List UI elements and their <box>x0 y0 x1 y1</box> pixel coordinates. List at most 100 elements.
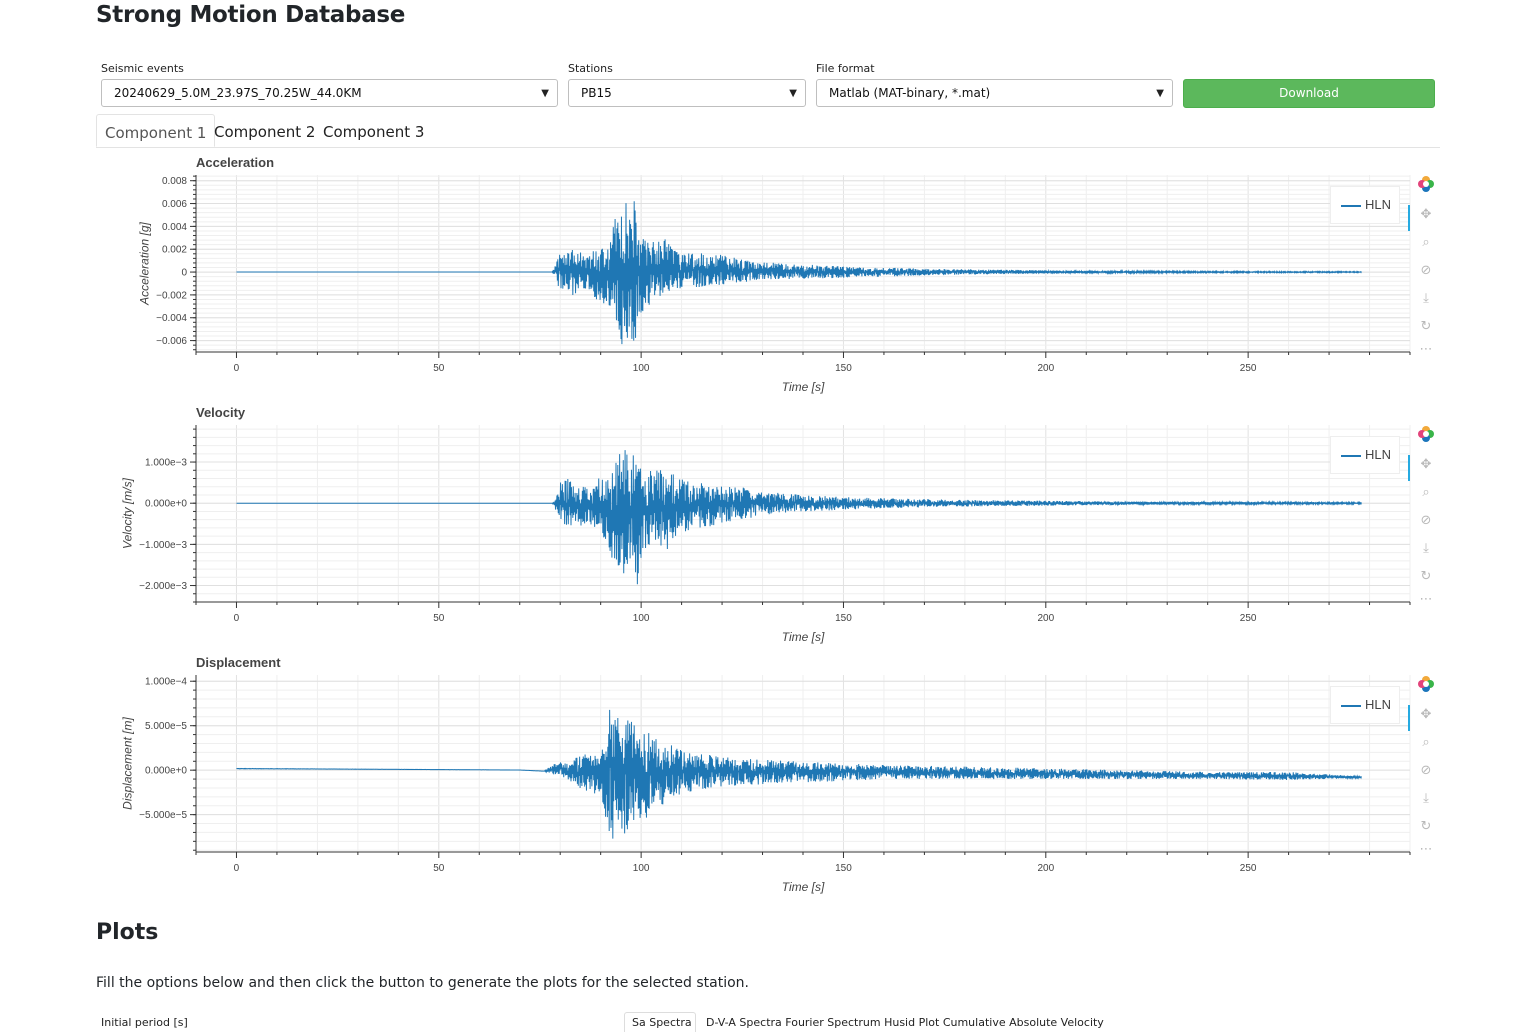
y-tick-label: −0.002 <box>156 290 187 301</box>
x-tick-label: 50 <box>433 363 445 374</box>
tab-component-3[interactable]: Component 3 <box>323 123 425 141</box>
plots-section-description: Fill the options below and then click th… <box>96 975 750 991</box>
y-tick-label: 0.000e+0 <box>145 499 187 510</box>
y-tick-label: 0.008 <box>162 176 187 187</box>
series-line-hln <box>236 709 1362 839</box>
x-tick-label: 200 <box>1037 613 1054 624</box>
x-tick-label: 250 <box>1240 613 1257 624</box>
pan-icon[interactable]: ✥ <box>1408 703 1441 731</box>
y-tick-label: 5.000e−5 <box>145 721 187 732</box>
series-line-hln <box>236 201 1362 345</box>
bokeh-logo-icon[interactable] <box>1411 174 1441 198</box>
velocity-chart[interactable]: 0 50 100 150 200 250 1.000e−3 0.000e+0 −1.000e−3… <box>96 422 1416 648</box>
legend-label: HLN <box>1365 197 1392 212</box>
chart-legend: HLN <box>1330 186 1400 224</box>
grid <box>195 425 1411 603</box>
seismic-events-value: 20240629_5.0M_23.97S_70.25W_44.0KM <box>114 86 362 100</box>
y-tick-label: −1.000e−3 <box>139 540 187 551</box>
grid <box>195 175 1411 352</box>
wheel-zoom-icon[interactable]: ⊘ <box>1420 263 1432 278</box>
seismic-events-label: Seismic events <box>101 62 184 75</box>
plot-tabs-row: D-V-A Spectra Fourier Spectrum Husid Plo… <box>706 1016 1104 1029</box>
x-tick-label: 100 <box>633 863 650 874</box>
bokeh-logo-icon[interactable] <box>1411 424 1441 448</box>
tab-component-2[interactable]: Component 2 <box>214 123 316 141</box>
file-format-value: Matlab (MAT-binary, *.mat) <box>829 86 991 100</box>
x-axis-label: Time [s] <box>782 630 825 644</box>
box-zoom-icon[interactable]: ⌕ <box>1422 485 1430 500</box>
plot-title-acceleration: Acceleration <box>196 155 275 170</box>
x-tick-label: 0 <box>234 613 240 624</box>
x-tick-label: 250 <box>1240 363 1257 374</box>
x-tick-label: 0 <box>234 863 240 874</box>
reset-icon[interactable]: ↻ <box>1420 319 1432 334</box>
chart-legend: HLN <box>1330 686 1400 724</box>
page-title: Strong Motion Database <box>96 2 406 28</box>
stations-label: Stations <box>568 62 613 75</box>
more-icon[interactable]: ⋯ <box>1419 342 1433 357</box>
tab-component-1[interactable]: Component 1 <box>96 114 216 147</box>
stations-value: PB15 <box>581 86 612 100</box>
bokeh-logo-icon[interactable] <box>1411 674 1441 698</box>
x-tick-label: 100 <box>633 363 650 374</box>
save-icon[interactable]: ⤓ <box>1423 791 1429 806</box>
acceleration-chart[interactable]: 0 50 100 150 200 250 0.008 0.006 0.004 0.002 0 −0.0… <box>96 172 1416 398</box>
y-tick-label: 0.000e+0 <box>145 766 187 777</box>
y-tick-label: −0.006 <box>156 336 187 347</box>
x-tick-label: 250 <box>1240 863 1257 874</box>
seismic-events-select[interactable]: 20240629_5.0M_23.97S_70.25W_44.0KM ▼ <box>101 79 558 107</box>
legend-swatch <box>1341 705 1361 707</box>
save-icon[interactable]: ⤓ <box>1423 541 1429 556</box>
legend-label: HLN <box>1365 697 1392 712</box>
plot-title-displacement: Displacement <box>196 655 281 670</box>
file-format-label: File format <box>816 62 875 75</box>
plots-section-title: Plots <box>96 920 159 945</box>
legend-swatch <box>1341 455 1361 457</box>
sa-spectra-tab-label: Sa Spectra <box>632 1016 692 1029</box>
y-axis-label: Acceleration [g] <box>137 221 151 305</box>
legend-swatch <box>1341 205 1361 207</box>
x-axis-label: Time [s] <box>782 880 825 894</box>
reset-icon[interactable]: ↻ <box>1420 569 1432 584</box>
chevron-down-icon: ▼ <box>1156 88 1164 99</box>
series-line-hln <box>236 450 1362 585</box>
file-format-select[interactable]: Matlab (MAT-binary, *.mat) ▼ <box>816 79 1173 107</box>
stations-select[interactable]: PB15 ▼ <box>568 79 806 107</box>
x-tick-label: 100 <box>633 613 650 624</box>
y-tick-label: 1.000e−4 <box>145 677 187 688</box>
x-tick-label: 0 <box>234 363 240 374</box>
plot-title-velocity: Velocity <box>196 405 246 420</box>
pan-icon[interactable]: ✥ <box>1408 203 1441 231</box>
y-tick-label: 0.002 <box>162 245 187 256</box>
save-icon[interactable]: ⤓ <box>1423 291 1429 306</box>
more-icon[interactable]: ⋯ <box>1419 842 1433 857</box>
x-tick-label: 50 <box>433 613 445 624</box>
more-icon[interactable]: ⋯ <box>1419 592 1433 607</box>
initial-period-label: Initial period [s] <box>101 1016 188 1029</box>
wheel-zoom-icon[interactable]: ⊘ <box>1420 513 1432 528</box>
chevron-down-icon: ▼ <box>789 88 797 99</box>
x-tick-label: 150 <box>835 613 852 624</box>
x-tick-label: 150 <box>835 363 852 374</box>
download-button[interactable]: Download <box>1183 79 1435 108</box>
x-axis-label: Time [s] <box>782 380 825 394</box>
y-tick-label: 0.006 <box>162 199 187 210</box>
chart-legend: HLN <box>1330 436 1400 474</box>
displacement-chart[interactable]: 0 50 100 150 200 250 1.000e−4 5.000e−5 0.000e+0 −… <box>96 672 1416 898</box>
pan-icon[interactable]: ✥ <box>1408 453 1441 481</box>
tab-sa-spectra[interactable] <box>624 1012 696 1032</box>
y-tick-label: 0.004 <box>162 222 187 233</box>
y-tick-label: −2.000e−3 <box>139 581 187 592</box>
wheel-zoom-icon[interactable]: ⊘ <box>1420 763 1432 778</box>
reset-icon[interactable]: ↻ <box>1420 819 1432 834</box>
y-tick-label: −5.000e−5 <box>139 810 187 821</box>
x-tick-label: 200 <box>1037 363 1054 374</box>
x-tick-label: 50 <box>433 863 445 874</box>
box-zoom-icon[interactable]: ⌕ <box>1422 735 1430 750</box>
box-zoom-icon[interactable]: ⌕ <box>1422 235 1430 250</box>
chevron-down-icon: ▼ <box>541 88 549 99</box>
y-tick-label: 0 <box>181 268 187 279</box>
y-axis-label: Displacement [m] <box>121 716 135 809</box>
x-tick-label: 200 <box>1037 863 1054 874</box>
x-tick-label: 150 <box>835 863 852 874</box>
